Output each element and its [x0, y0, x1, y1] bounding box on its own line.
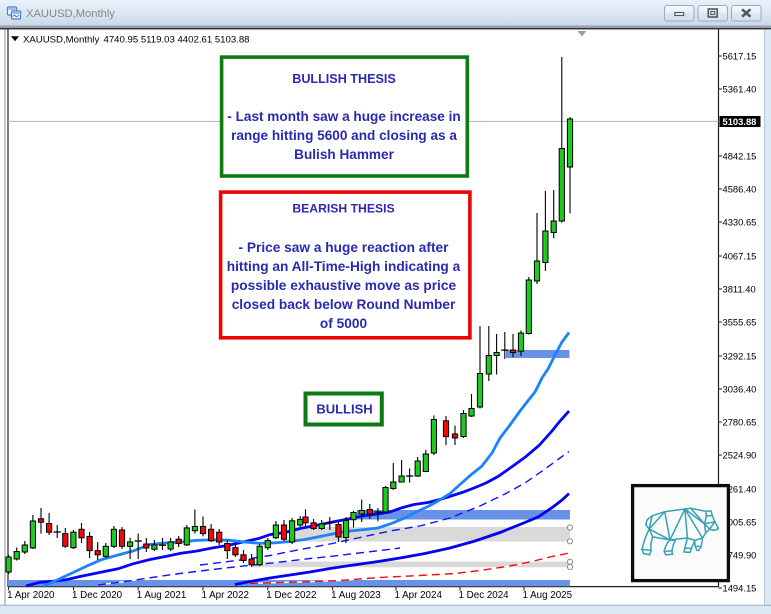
svg-text:3292.15: 3292.15 [723, 351, 757, 362]
svg-text:BEARISH THESIS: BEARISH THESIS [292, 202, 394, 216]
svg-text:BULLISH THESIS: BULLISH THESIS [292, 72, 396, 86]
svg-text:of 5000: of 5000 [320, 316, 368, 331]
svg-text:5103.88: 5103.88 [723, 116, 757, 127]
svg-text:BULLISH: BULLISH [316, 402, 372, 417]
svg-text:closed back below Round Number: closed back below Round Number [232, 297, 456, 312]
svg-text:3555.65: 3555.65 [723, 317, 757, 328]
svg-text:1 Dec 2024: 1 Dec 2024 [459, 590, 510, 601]
svg-text:4842.15: 4842.15 [723, 151, 757, 162]
svg-text:possible exhaustive move as pr: possible exhaustive move as price [231, 278, 457, 293]
svg-text:1 Apr 2020: 1 Apr 2020 [7, 590, 55, 601]
svg-text:4586.40: 4586.40 [723, 184, 757, 195]
svg-text:5361.40: 5361.40 [723, 84, 757, 95]
svg-text:1 Aug 2023: 1 Aug 2023 [331, 590, 381, 601]
svg-text:2780.65: 2780.65 [723, 417, 757, 428]
svg-text:- Last month saw a huge increa: - Last month saw a huge increase in [227, 109, 460, 124]
svg-text:1 Aug 2021: 1 Aug 2021 [137, 590, 187, 601]
svg-text:1 Apr 2024: 1 Apr 2024 [395, 590, 443, 601]
svg-text:3036.40: 3036.40 [723, 384, 757, 395]
svg-text:5617.15: 5617.15 [723, 51, 757, 62]
svg-text:4067.15: 4067.15 [723, 251, 757, 262]
svg-text:hitting an All-Time-High indic: hitting an All-Time-High indicating a [227, 259, 461, 274]
svg-text:3811.40: 3811.40 [723, 284, 756, 295]
svg-text:1 Dec 2022: 1 Dec 2022 [266, 590, 316, 601]
svg-text:1 Dec 2020: 1 Dec 2020 [72, 590, 123, 601]
svg-text:4330.65: 4330.65 [723, 217, 757, 228]
svg-text:XAUUSD,Monthly: XAUUSD,Monthly [26, 8, 115, 20]
svg-text:1494.15: 1494.15 [723, 583, 757, 594]
svg-text:2524.90: 2524.90 [723, 450, 757, 461]
svg-text:1749.90: 1749.90 [723, 550, 757, 561]
svg-text:4740.95 5119.03 4402.61 5103.8: 4740.95 5119.03 4402.61 5103.88 [104, 34, 250, 45]
svg-text:1 Aug 2025: 1 Aug 2025 [523, 590, 573, 601]
svg-text:- Price saw a huge reaction af: - Price saw a huge reaction after [239, 240, 450, 255]
svg-text:XAUUSD,Monthly: XAUUSD,Monthly [23, 34, 99, 45]
svg-text:2005.65: 2005.65 [723, 517, 757, 528]
svg-text:Bulish Hammer: Bulish Hammer [294, 147, 394, 162]
svg-text:1 Apr 2022: 1 Apr 2022 [202, 590, 249, 601]
svg-text:range hitting 5600 and closing: range hitting 5600 and closing as a [231, 128, 457, 143]
svg-text:2261.40: 2261.40 [723, 484, 757, 495]
